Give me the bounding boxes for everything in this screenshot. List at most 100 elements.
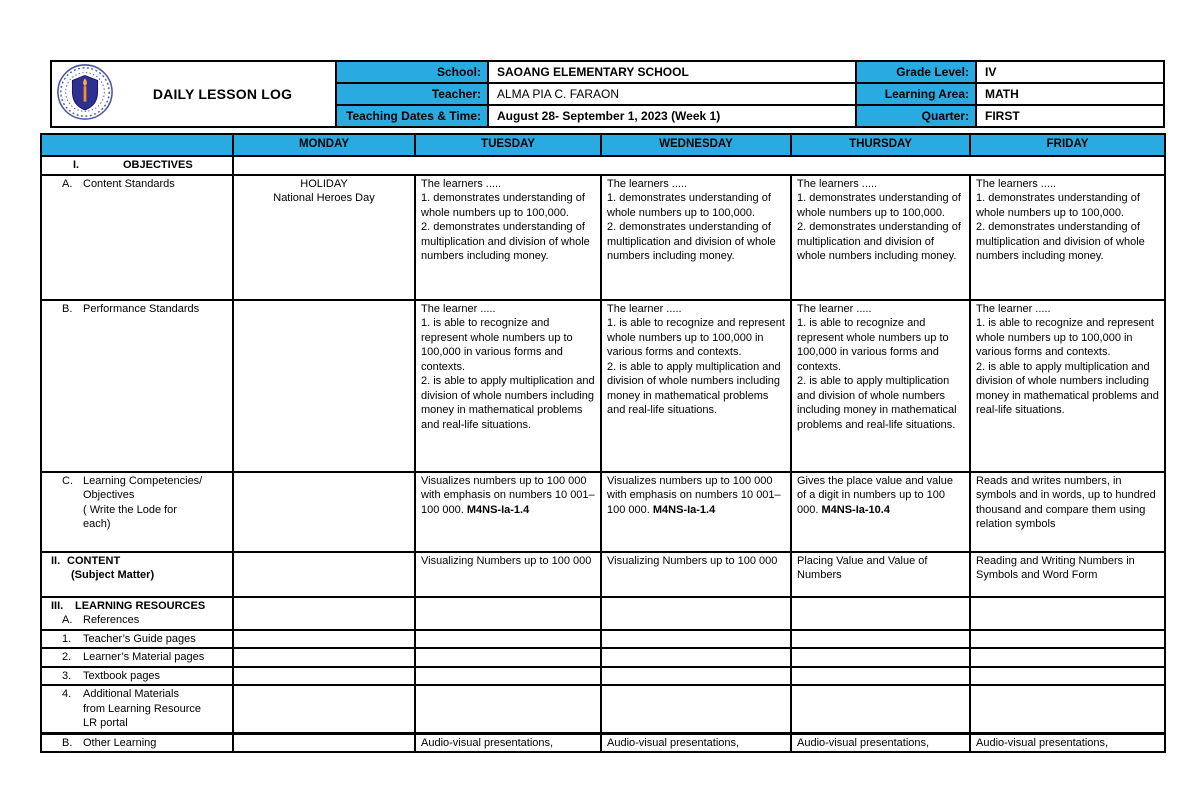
doc-header-left-cell: DAILY LESSON LOG	[50, 60, 337, 128]
resources-marker: III.	[51, 599, 64, 612]
cell-other-wednesday: Audio-visual presentations,	[600, 731, 792, 754]
cell-competencies-thursday: Gives the place value and value of a dig…	[790, 470, 971, 553]
cell-performance-monday	[232, 298, 416, 473]
cell-content-standards-thursday: The learners ..... 1. demonstrates under…	[790, 173, 971, 301]
learning-area-value: MATH	[975, 82, 1165, 106]
objectives-row: I. OBJECTIVES	[40, 155, 1166, 176]
objectives-label-cell: I. OBJECTIVES	[40, 155, 234, 176]
textbook-row: 3. Textbook pages	[40, 665, 1166, 687]
cell-guide-tuesday	[414, 628, 602, 650]
dates-label: Teaching Dates & Time:	[335, 104, 489, 128]
doc-header-table: DAILY LESSON LOG School: SAOANG ELEMENTA…	[50, 60, 1165, 128]
content-marker: II.	[51, 554, 61, 567]
cell-additional-friday	[969, 684, 1166, 735]
cell-textbook-thursday	[790, 665, 971, 687]
grade-level-value: IV	[975, 60, 1165, 84]
cell-material-friday	[969, 647, 1166, 668]
objectives-empty-cell	[232, 155, 1166, 176]
resources-row: III. LEARNING RESOURCES A. References	[40, 595, 1166, 631]
objectives-marker: I.	[73, 159, 80, 171]
competency-text: Reads and writes numbers, in symbols and…	[976, 474, 1156, 531]
cell-material-monday	[232, 647, 416, 668]
teachers-guide-label-cell: 1. Teacher’s Guide pages	[40, 628, 234, 650]
cell-other-monday	[232, 731, 416, 754]
cell-material-wednesday	[600, 647, 792, 668]
day-header-monday: MONDAY	[232, 133, 416, 157]
content-standards-row: A. Content Standards HOLIDAY National He…	[40, 173, 1166, 301]
other-learning-marker: B.	[62, 736, 73, 749]
quarter-label: Quarter:	[855, 104, 977, 128]
performance-standards-marker: B.	[62, 302, 73, 315]
cell-resources-friday	[969, 595, 1166, 631]
objectives-label: OBJECTIVES	[123, 159, 193, 171]
day-header-thursday: THURSDAY	[790, 133, 971, 157]
teacher-label: Teacher:	[335, 82, 489, 106]
competency-text: Gives the place value and value of a dig…	[797, 474, 953, 516]
other-learning-row: B. Other Learning Audio-visual presentat…	[40, 731, 1166, 754]
cell-additional-monday	[232, 684, 416, 735]
learning-area-label: Learning Area:	[855, 82, 977, 106]
cell-competencies-wednesday: Visualizes numbers up to 100 000 with em…	[600, 470, 792, 553]
cell-content-standards-friday: The learners ..... 1. demonstrates under…	[969, 173, 1166, 301]
cell-other-thursday: Audio-visual presentations,	[790, 731, 971, 754]
teachers-guide-label: Teacher’s Guide pages	[83, 632, 196, 645]
day-header-tuesday: TUESDAY	[414, 133, 602, 157]
learners-material-row: 2. Learner’s Material pages	[40, 647, 1166, 668]
teachers-guide-marker: 1.	[62, 632, 72, 645]
cell-content-standards-tuesday: The learners ..... 1. demonstrates under…	[414, 173, 602, 301]
cell-performance-tuesday: The learner ..... 1. is able to recogniz…	[414, 298, 602, 473]
cell-performance-friday: The learner ..... 1. is able to recogniz…	[969, 298, 1166, 473]
resources-label-cell: III. LEARNING RESOURCES A. References	[40, 595, 234, 631]
content-standards-marker: A.	[62, 177, 73, 190]
cell-content-monday	[232, 550, 416, 598]
competencies-row: C. Learning Competencies/ Objectives ( W…	[40, 470, 1166, 553]
other-learning-label-cell: B. Other Learning	[40, 731, 234, 754]
cell-guide-monday	[232, 628, 416, 650]
cell-content-tuesday: Visualizing Numbers up to 100 000	[414, 550, 602, 598]
content-label-cell: II. CONTENT (Subject Matter)	[40, 550, 234, 598]
dates-value: August 28- September 1, 2023 (Week 1)	[487, 104, 857, 128]
day-header-friday: FRIDAY	[969, 133, 1166, 157]
cell-textbook-wednesday	[600, 665, 792, 687]
teacher-value: ALMA PIA C. FARAON	[487, 82, 857, 106]
cell-content-thursday: Placing Value and Value of Numbers	[790, 550, 971, 598]
additional-materials-label-cell: 4. Additional Materials from Learning Re…	[40, 684, 234, 735]
content-standards-label: Content Standards	[83, 177, 175, 190]
school-value: SAOANG ELEMENTARY SCHOOL	[487, 60, 857, 84]
learners-material-marker: 2.	[62, 651, 72, 664]
content-row: II. CONTENT (Subject Matter) Visualizing…	[40, 550, 1166, 598]
textbook-label-cell: 3. Textbook pages	[40, 665, 234, 687]
resources-label: LEARNING RESOURCES	[75, 599, 206, 612]
competency-code: M4NS-Ia-1.4	[652, 503, 716, 516]
teachers-guide-row: 1. Teacher’s Guide pages	[40, 628, 1166, 650]
cell-resources-wednesday	[600, 595, 792, 631]
cell-textbook-monday	[232, 665, 416, 687]
competency-text: Visualizes numbers up to 100 000 with em…	[607, 474, 781, 516]
performance-standards-label: Performance Standards	[83, 302, 200, 315]
school-label: School:	[335, 60, 489, 84]
day-header-corner	[40, 133, 234, 157]
cell-competencies-friday: Reads and writes numbers, in symbols and…	[969, 470, 1166, 553]
cell-resources-tuesday	[414, 595, 602, 631]
day-header-row: MONDAY TUESDAY WEDNESDAY THURSDAY FRIDAY	[40, 133, 1166, 157]
day-header-wednesday: WEDNESDAY	[600, 133, 792, 157]
additional-materials-label: Additional Materials from Learning Resou…	[83, 688, 202, 730]
cell-performance-thursday: The learner ..... 1. is able to recogniz…	[790, 298, 971, 473]
cell-content-standards-monday: HOLIDAY National Heroes Day	[232, 173, 416, 301]
additional-materials-row: 4. Additional Materials from Learning Re…	[40, 684, 1166, 735]
grade-level-label: Grade Level:	[855, 60, 977, 84]
performance-standards-label-cell: B. Performance Standards	[40, 298, 234, 473]
textbook-label: Textbook pages	[83, 669, 161, 682]
learners-material-label: Learner’s Material pages	[83, 651, 205, 664]
cell-performance-wednesday: The learner ..... 1. is able to recogniz…	[600, 298, 792, 473]
other-learning-label: Other Learning	[83, 736, 157, 749]
references-marker: A.	[62, 614, 73, 627]
cell-other-friday: Audio-visual presentations,	[969, 731, 1166, 754]
competency-code: M4NS-Ia-10.4	[821, 503, 890, 516]
cell-additional-tuesday	[414, 684, 602, 735]
cell-textbook-friday	[969, 665, 1166, 687]
cell-guide-thursday	[790, 628, 971, 650]
competencies-label: Learning Competencies/ Objectives ( Writ…	[83, 474, 203, 531]
cell-guide-wednesday	[600, 628, 792, 650]
cell-textbook-tuesday	[414, 665, 602, 687]
